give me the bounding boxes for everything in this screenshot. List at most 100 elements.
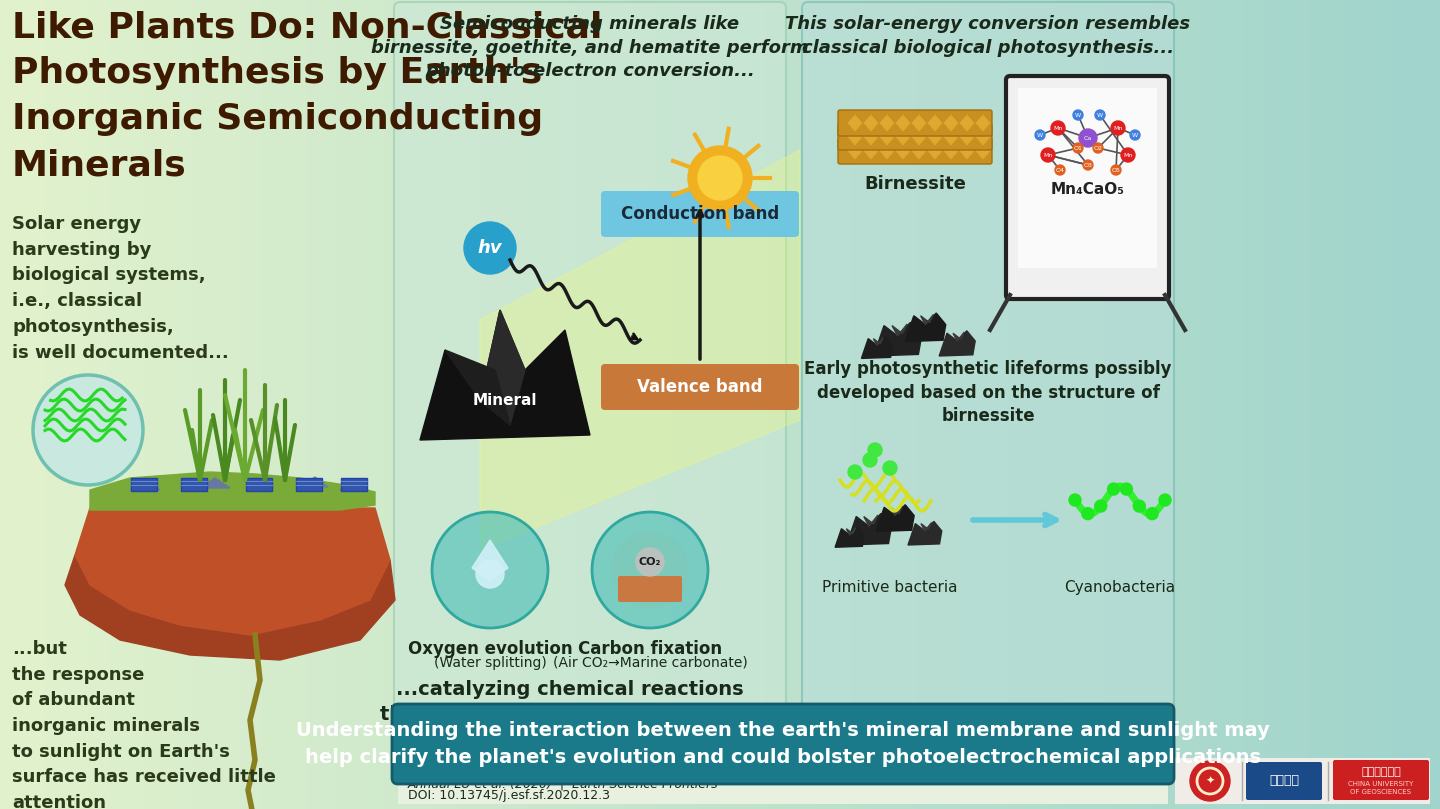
Polygon shape [130,478,160,490]
Polygon shape [420,310,590,440]
Text: O4: O4 [1056,167,1064,172]
Circle shape [1094,500,1107,512]
Circle shape [464,222,516,274]
Text: Mn: Mn [1123,153,1133,158]
Polygon shape [480,150,801,550]
Text: Cyanobacteria: Cyanobacteria [1064,580,1175,595]
Polygon shape [953,332,965,341]
Circle shape [432,512,549,628]
Polygon shape [848,115,863,131]
Text: Like Plants Do: Non-Classical: Like Plants Do: Non-Classical [12,10,602,44]
FancyBboxPatch shape [395,2,786,714]
Text: W: W [1074,112,1081,117]
Circle shape [1051,121,1066,135]
FancyBboxPatch shape [1018,88,1156,268]
Polygon shape [945,115,958,131]
Polygon shape [912,115,926,131]
Text: hv: hv [478,239,503,257]
Polygon shape [89,472,374,510]
Circle shape [1159,494,1171,506]
Text: Semiconducting minerals like
birnessite, goethite, and hematite perform
photon-t: Semiconducting minerals like birnessite,… [372,15,809,80]
FancyBboxPatch shape [618,576,683,602]
Text: Mineral: Mineral [472,392,537,408]
FancyBboxPatch shape [838,110,992,136]
Text: Mn: Mn [1044,153,1053,158]
Polygon shape [864,129,878,145]
Circle shape [1041,148,1056,162]
FancyBboxPatch shape [838,138,992,164]
Polygon shape [976,115,991,131]
Text: Photosynthesis by Earth's: Photosynthesis by Earth's [12,56,543,90]
FancyBboxPatch shape [397,760,1168,804]
Polygon shape [200,478,230,488]
Text: Solar energy
harvesting by
biological systems,
i.e., classical
photosynthesis,
i: Solar energy harvesting by biological sy… [12,215,229,362]
Text: DOI: 10.13745/j.esf.sf.2020.12.3: DOI: 10.13745/j.esf.sf.2020.12.3 [408,789,611,802]
Polygon shape [880,129,894,145]
Polygon shape [874,323,922,356]
Polygon shape [874,337,883,345]
Text: Mn: Mn [1113,125,1123,130]
Polygon shape [835,527,864,547]
FancyBboxPatch shape [1007,76,1169,299]
Text: Carbon fixation: Carbon fixation [577,640,721,658]
Polygon shape [896,129,910,145]
Text: Minerals: Minerals [12,148,187,182]
Text: Natural Mineral Photoelectric Effect: Mineral Non-classical Photosynthesis: Natural Mineral Photoelectric Effect: Mi… [408,764,992,778]
Circle shape [477,560,504,588]
FancyBboxPatch shape [1333,760,1428,800]
Circle shape [698,156,742,200]
Text: W: W [1037,133,1043,138]
Text: CHINA UNIVERSITY: CHINA UNIVERSITY [1348,781,1414,787]
Text: ✦: ✦ [1205,776,1215,786]
Polygon shape [847,527,855,535]
Circle shape [1079,129,1097,147]
Text: Birnessite: Birnessite [864,175,966,193]
Circle shape [1120,148,1135,162]
Polygon shape [960,115,973,131]
Polygon shape [960,129,973,145]
Text: Valence band: Valence band [638,378,763,396]
Polygon shape [848,143,863,159]
Polygon shape [65,555,395,660]
Polygon shape [880,143,894,159]
FancyBboxPatch shape [838,124,992,150]
Circle shape [1107,483,1119,495]
Circle shape [612,532,688,608]
Text: Ca: Ca [1084,135,1092,141]
Circle shape [1130,130,1140,140]
Text: Conduction band: Conduction band [621,205,779,223]
Polygon shape [340,480,369,490]
Text: ...catalyzing chemical reactions
that might have fostered early life: ...catalyzing chemical reactions that mi… [380,680,760,724]
Circle shape [33,375,143,485]
Circle shape [1120,483,1132,495]
Text: Early photosynthetic lifeforms possibly
developed based on the structure of
birn: Early photosynthetic lifeforms possibly … [805,360,1172,426]
Circle shape [863,453,877,467]
Text: O5: O5 [1112,167,1120,172]
Circle shape [1073,110,1083,120]
Circle shape [1035,130,1045,140]
FancyBboxPatch shape [600,191,799,237]
FancyBboxPatch shape [341,478,367,491]
Text: 地学前缘: 地学前缘 [1269,774,1299,787]
Polygon shape [976,129,991,145]
Polygon shape [920,315,933,324]
Text: O1: O1 [1074,146,1083,150]
Circle shape [848,465,863,479]
Polygon shape [300,477,328,487]
Circle shape [868,443,881,457]
FancyBboxPatch shape [392,704,1174,784]
Polygon shape [945,143,958,159]
Polygon shape [922,523,932,531]
Polygon shape [976,143,991,159]
Circle shape [883,461,897,475]
Text: W: W [1132,133,1138,138]
Circle shape [1133,500,1145,512]
Polygon shape [939,331,975,356]
Polygon shape [891,324,907,336]
Polygon shape [864,115,878,131]
FancyBboxPatch shape [246,478,272,491]
Text: W: W [1097,112,1103,117]
Polygon shape [864,143,878,159]
Polygon shape [896,115,910,131]
Text: Anhuai LU et al. (2020)  |  Earth Science Frontiers: Anhuai LU et al. (2020) | Earth Science … [408,777,719,790]
